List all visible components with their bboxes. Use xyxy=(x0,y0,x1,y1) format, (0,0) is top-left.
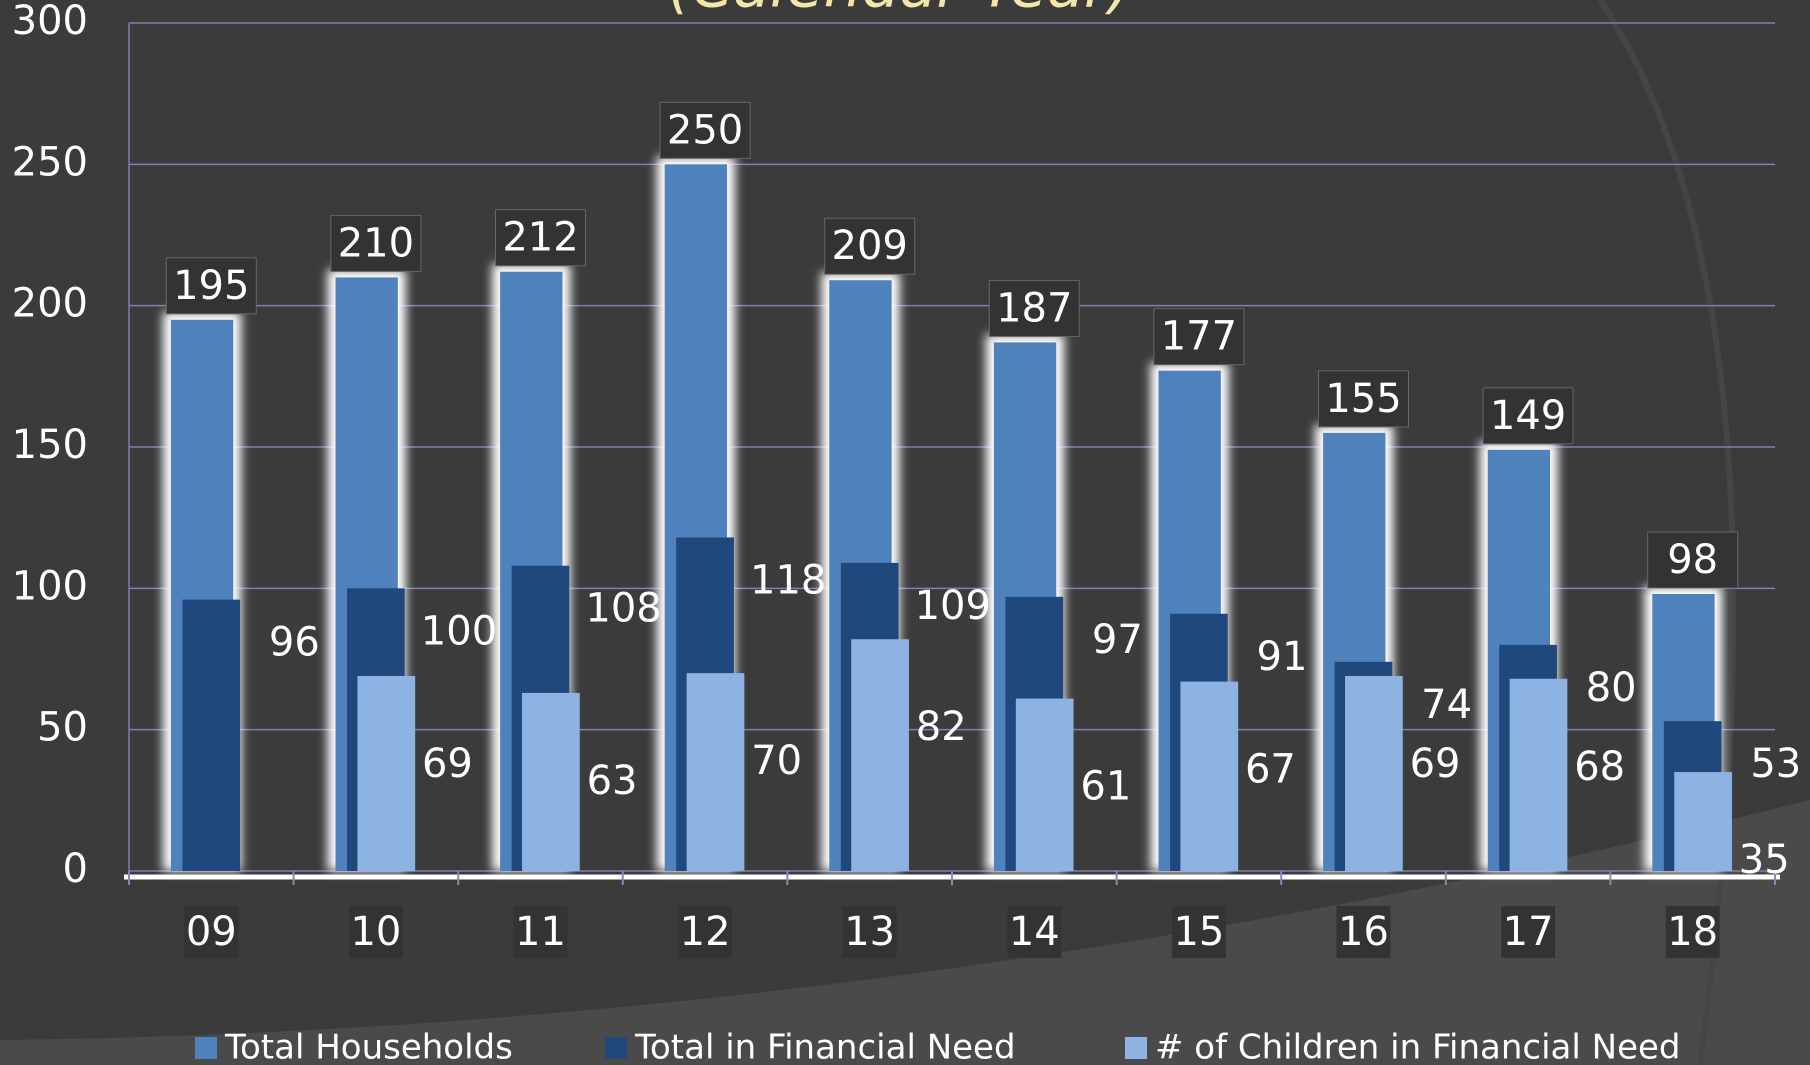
x-tick-label: 16 xyxy=(1338,909,1389,955)
data-label: 80 xyxy=(1586,665,1637,711)
data-label: 212 xyxy=(502,215,578,261)
bar xyxy=(1345,675,1403,871)
chart-title: (Calendar Year) xyxy=(668,0,1132,22)
label-box xyxy=(330,214,422,272)
y-tick-label: 200 xyxy=(12,281,88,327)
legend-label: Total Households xyxy=(224,1028,513,1065)
bar xyxy=(1015,698,1074,871)
y-tick-label: 300 xyxy=(12,0,88,44)
category-box xyxy=(348,906,403,958)
data-label: 149 xyxy=(1490,393,1566,439)
data-label: 63 xyxy=(587,758,638,804)
y-tick-label: 50 xyxy=(37,705,88,751)
y-tick-label: 100 xyxy=(12,563,88,609)
x-tick-label: 14 xyxy=(1009,909,1060,955)
bar xyxy=(182,599,241,871)
label-box xyxy=(1153,308,1245,366)
y-tick-label: 250 xyxy=(12,139,88,185)
data-label: 118 xyxy=(750,557,826,603)
label-box xyxy=(1482,387,1574,445)
bar xyxy=(1674,772,1732,871)
label-box xyxy=(165,257,257,315)
x-tick-label: 15 xyxy=(1173,909,1224,955)
legend-swatch xyxy=(195,1037,217,1059)
data-label: 108 xyxy=(585,586,661,632)
category-box xyxy=(513,906,568,958)
data-label: 100 xyxy=(421,608,497,654)
x-tick-label: 10 xyxy=(350,909,401,955)
x-tick-label: 13 xyxy=(844,909,895,955)
data-label: 97 xyxy=(1092,617,1143,663)
legend-label: # of Children in Financial Need xyxy=(1155,1028,1681,1065)
background-arc xyxy=(0,800,1810,1065)
data-label: 195 xyxy=(173,263,249,309)
bar xyxy=(522,692,580,871)
data-label: 98 xyxy=(1667,537,1718,583)
data-label: 67 xyxy=(1245,747,1296,793)
data-label: 187 xyxy=(996,285,1072,331)
bar xyxy=(851,639,909,871)
category-box xyxy=(1501,906,1556,958)
data-label: 61 xyxy=(1080,764,1131,810)
data-label: 69 xyxy=(422,741,473,787)
bar xyxy=(1180,681,1239,871)
x-tick-label: 09 xyxy=(186,909,237,955)
bar xyxy=(1509,678,1568,871)
data-label: 250 xyxy=(667,107,743,153)
data-label: 35 xyxy=(1739,837,1790,883)
x-tick-label: 12 xyxy=(680,909,731,955)
label-box xyxy=(1318,370,1409,428)
y-tick-label: 0 xyxy=(63,846,88,892)
label-box xyxy=(495,209,586,267)
bar xyxy=(686,673,745,871)
y-tick-label: 150 xyxy=(12,422,88,468)
data-label: 109 xyxy=(915,583,991,629)
category-box xyxy=(1336,906,1391,958)
data-label: 96 xyxy=(269,620,320,666)
category-box xyxy=(184,906,239,958)
legend-label: Total in Financial Need xyxy=(634,1028,1016,1065)
label-box xyxy=(988,279,1080,337)
category-box xyxy=(1665,906,1720,958)
label-box xyxy=(824,217,916,275)
data-label: 155 xyxy=(1325,376,1401,422)
data-label: 82 xyxy=(916,704,967,750)
data-label: 69 xyxy=(1410,741,1461,787)
legend-swatch xyxy=(605,1037,627,1059)
label-box xyxy=(1647,531,1739,589)
data-label: 53 xyxy=(1750,741,1801,787)
data-label: 209 xyxy=(832,223,908,269)
legend-swatch xyxy=(1125,1037,1147,1059)
x-tick-label: 11 xyxy=(515,909,566,955)
data-label: 177 xyxy=(1161,314,1237,360)
data-label: 91 xyxy=(1257,634,1308,680)
x-tick-label: 17 xyxy=(1503,909,1554,955)
x-tick-label: 18 xyxy=(1667,909,1718,955)
data-label: 74 xyxy=(1421,682,1472,728)
data-label: 210 xyxy=(338,220,414,266)
data-label: 68 xyxy=(1574,744,1625,790)
label-box xyxy=(659,101,751,159)
bar xyxy=(357,675,416,871)
category-box xyxy=(842,906,897,958)
category-box xyxy=(1007,906,1062,958)
category-box xyxy=(678,906,733,958)
category-box xyxy=(1171,906,1226,958)
data-label: 70 xyxy=(751,738,802,784)
